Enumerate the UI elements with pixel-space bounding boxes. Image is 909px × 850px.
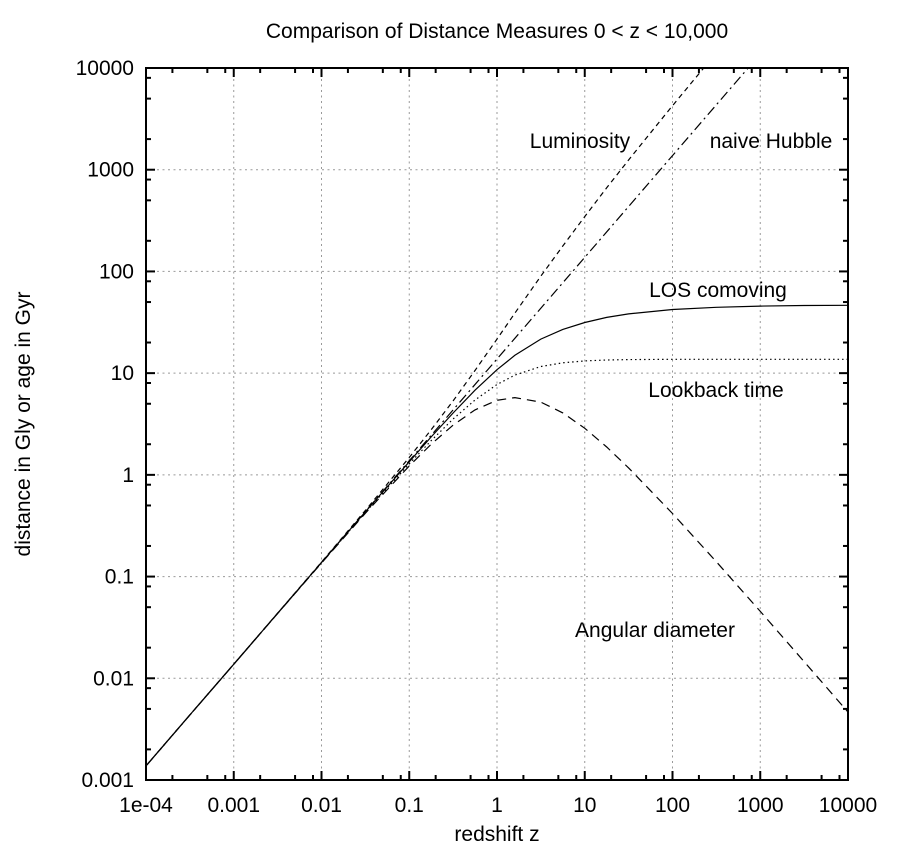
curve-label-luminosity: Luminosity [530, 130, 631, 153]
y-axis-label: distance in Gly or age in Gyr [12, 291, 35, 557]
y-tick-label: 0.001 [81, 769, 134, 792]
y-tick-label: 10 [111, 362, 134, 385]
curve-label-angular-diameter: Angular diameter [575, 619, 735, 642]
y-tick-label: 0.1 [105, 566, 134, 589]
x-tick-label: 0.01 [301, 794, 342, 817]
curve-lookback-time [146, 358, 848, 767]
y-tick-label: 0.01 [93, 667, 134, 690]
x-tick-label: 0.1 [395, 794, 424, 817]
x-tick-label: 100 [655, 794, 690, 817]
curve-label-los-comoving: LOS comoving [649, 279, 787, 302]
y-tick-label: 100 [99, 260, 134, 283]
curve-luminosity [146, 68, 705, 767]
y-tick-label: 10000 [76, 57, 134, 80]
curve-label-naive-hubble: naive Hubble [710, 130, 833, 153]
x-tick-label: 10000 [819, 794, 877, 817]
x-axis-label: redshift z [454, 823, 540, 846]
x-tick-label: 0.001 [207, 794, 260, 817]
y-tick-label: 1000 [87, 159, 134, 182]
x-tick-label: 1 [491, 794, 503, 817]
x-tick-label: 1e-04 [119, 794, 173, 817]
chart-title: Comparison of Distance Measures 0 < z < … [265, 20, 729, 43]
x-tick-label: 1000 [737, 794, 784, 817]
plot-border [145, 67, 849, 781]
x-tick-label: 10 [573, 794, 596, 817]
curve-naive-hubble [146, 68, 749, 767]
curve-label-lookback-time: Lookback time [648, 379, 783, 402]
y-tick-label: 1 [122, 464, 134, 487]
curve-angular-diameter [146, 396, 848, 767]
